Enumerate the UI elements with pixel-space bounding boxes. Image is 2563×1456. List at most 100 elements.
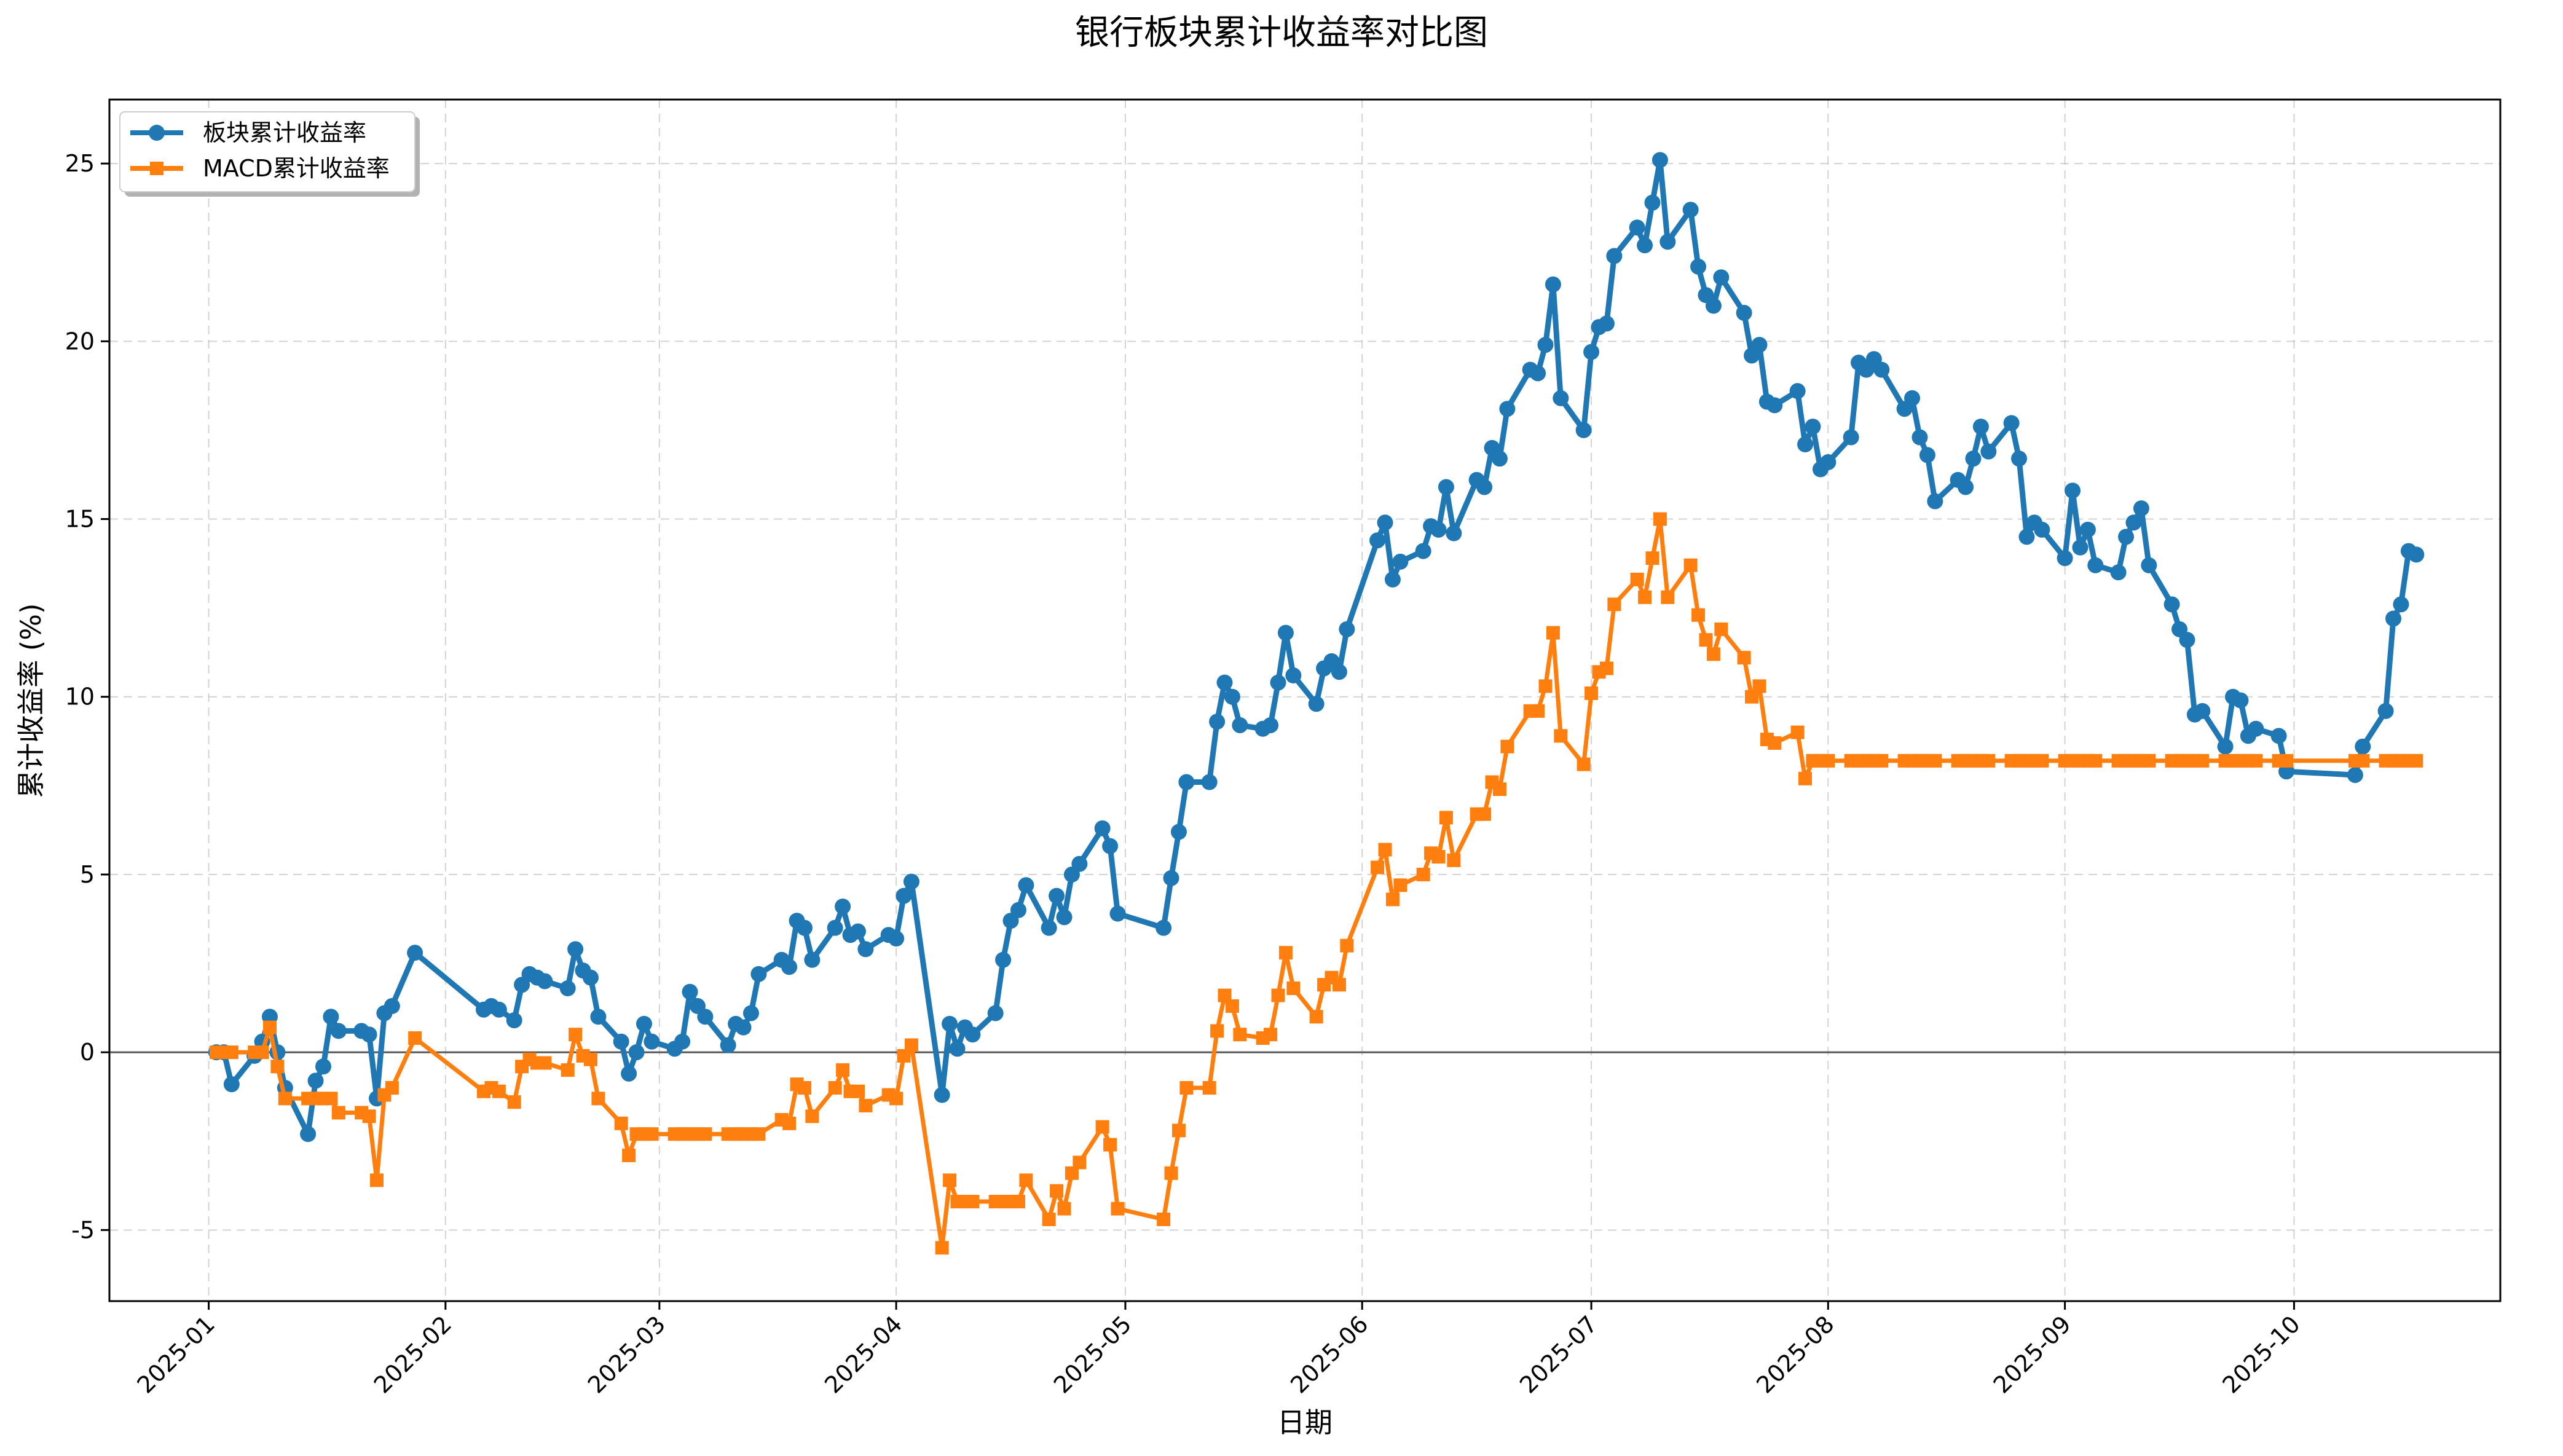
data-point [2249,754,2263,768]
data-point [1768,736,1782,750]
data-point [735,1019,752,1036]
data-point [1629,219,1645,236]
data-point [1652,152,1668,168]
legend-label: MACD累计收益率 [203,155,390,182]
data-point [1309,1010,1323,1024]
data-point [628,1044,645,1061]
data-point [561,1063,575,1077]
data-point [1491,451,1508,467]
data-point [1585,686,1599,700]
data-point [1682,202,1699,218]
data-point [2079,521,2096,538]
data-point [1699,633,1713,647]
data-point [1018,877,1034,894]
data-point [752,1127,766,1141]
data-point [614,1116,628,1130]
data-point [1789,383,1806,399]
data-point [934,1087,950,1103]
data-point [1607,597,1621,612]
data-point [1218,988,1232,1002]
y-tick-label: 15 [65,506,95,533]
data-point [674,1033,691,1050]
data-point [2163,596,2180,613]
data-point [1179,1080,1194,1095]
data-point [1431,849,1446,864]
plot-frame [108,98,2502,1302]
data-point [2133,500,2149,517]
data-point [1714,622,1728,636]
data-point [644,1033,660,1050]
data-point [538,1056,552,1070]
data-point [1538,679,1553,693]
data-point [1661,590,1675,604]
data-point [1156,919,1172,936]
data-point [1630,572,1644,586]
data-point [1042,1212,1056,1226]
series-layer [208,152,2425,1255]
data-point [2409,754,2423,768]
data-point [1010,902,1026,918]
data-point [857,941,874,958]
y-tick-label: 25 [65,150,95,177]
data-point [1233,1028,1247,1042]
data-point [2377,702,2394,719]
data-point [591,1092,605,1106]
data-point [1606,248,1623,264]
data-point [1210,1024,1224,1038]
y-tick-label: 10 [65,683,95,710]
data-point [1790,725,1805,739]
data-point [492,1084,506,1098]
data-point [507,1095,521,1109]
data-point [2125,514,2142,531]
data-point [1683,558,1698,572]
data-point [1430,521,1447,538]
data-point [1278,946,1293,960]
data-point [851,1084,865,1098]
data-point [645,1127,659,1141]
data-point [1752,679,1766,693]
data-point [1095,1120,1109,1134]
data-point [361,1026,377,1043]
data-point [2347,766,2363,783]
data-point [1308,696,1325,712]
data-point [1094,820,1111,836]
data-point [1820,454,1837,470]
data-point [2087,557,2104,573]
data-point [698,1127,712,1141]
data-point [407,945,423,961]
data-point [1164,1166,1178,1180]
data-point [1653,512,1667,526]
data-point [621,1065,637,1082]
y-tick-label: 20 [65,328,95,355]
data-point [1659,234,1676,250]
data-point [255,1045,269,1060]
data-point [1178,774,1195,790]
data-point [2141,557,2157,573]
data-point [1690,258,1707,275]
legend-items: 板块累计收益率 MACD累计收益率 [130,119,390,182]
data-point [1766,397,1783,414]
data-point [1415,543,1431,559]
data-point [2408,546,2425,563]
data-point [935,1241,949,1255]
data-point [1736,305,1752,321]
data-point [2072,539,2089,556]
data-point [1531,704,1545,718]
data-point [1737,651,1751,665]
data-point [622,1148,636,1162]
data-point [1805,419,1821,435]
data-point [1277,624,1294,641]
data-point [1492,782,1506,797]
data-point [805,1109,819,1123]
data-point [2356,754,2370,768]
data-point [1745,690,1759,704]
data-point [2057,550,2073,567]
data-point [1875,754,1889,768]
data-point [1982,754,1996,768]
data-point [966,1195,980,1209]
data-point [490,1001,507,1018]
data-point [742,1005,759,1021]
data-point [942,1015,958,1032]
data-point [1927,493,1943,510]
legend-swatch-marker [150,162,163,175]
